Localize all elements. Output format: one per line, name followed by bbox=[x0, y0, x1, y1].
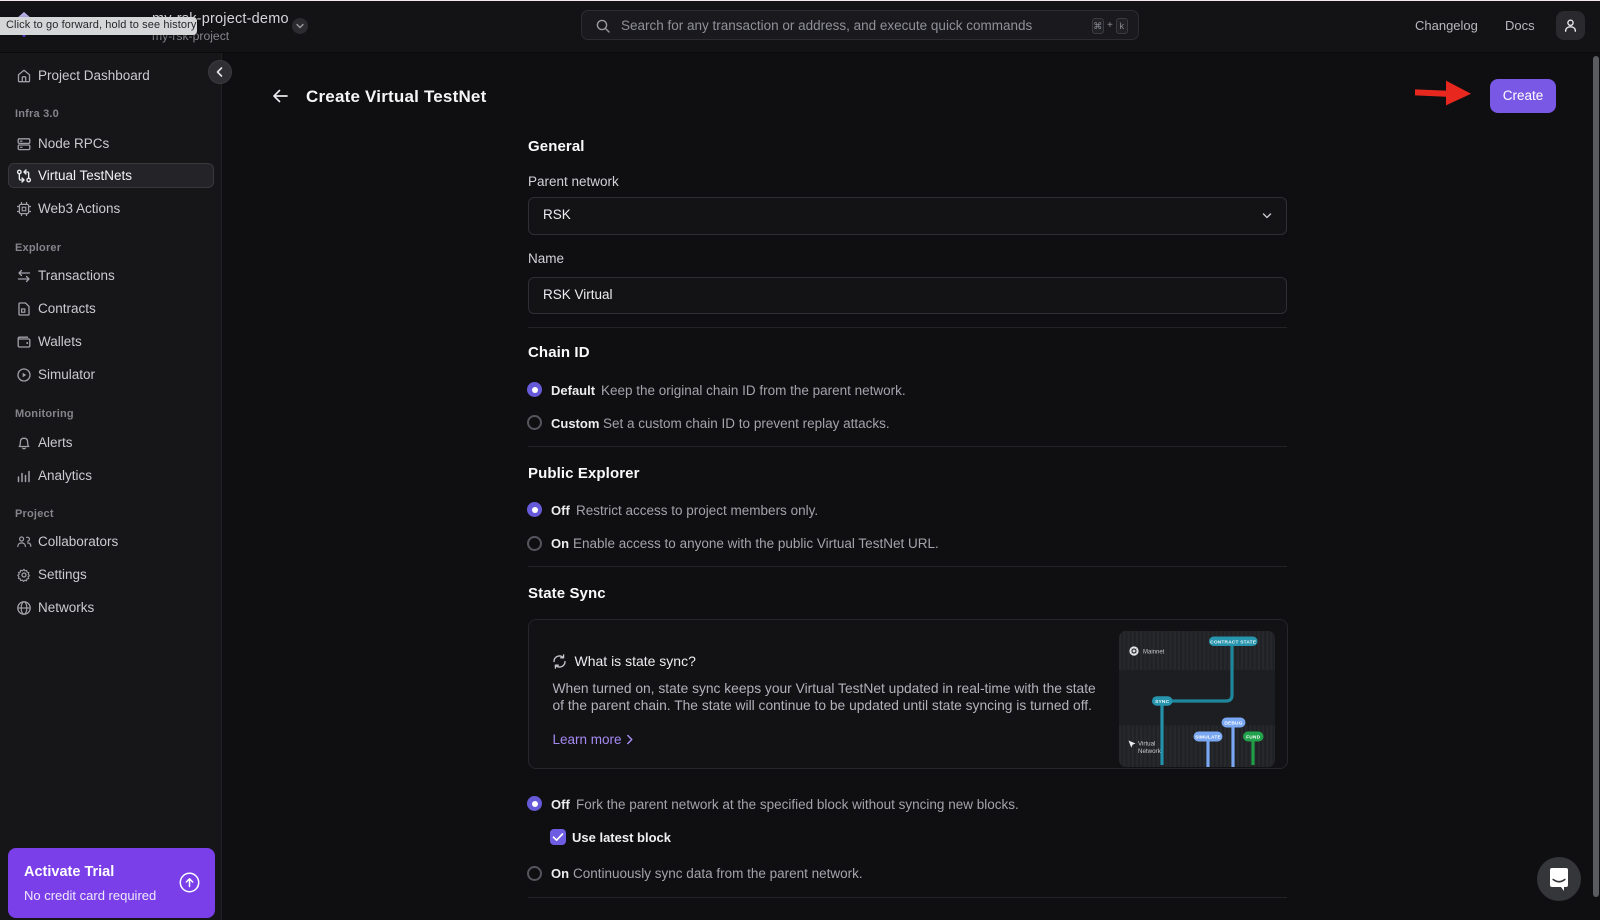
svg-text:Virtual: Virtual bbox=[1138, 741, 1155, 748]
svg-text:FUND: FUND bbox=[1246, 735, 1260, 741]
svg-text:Network: Network bbox=[1138, 748, 1162, 755]
svg-text:SIMULATE: SIMULATE bbox=[1195, 735, 1221, 741]
svg-text:SYNC: SYNC bbox=[1155, 699, 1169, 705]
svg-text:Mainnet: Mainnet bbox=[1143, 649, 1165, 655]
svg-text:DEBUG: DEBUG bbox=[1224, 721, 1242, 727]
svg-text:CONTRACT STATE: CONTRACT STATE bbox=[1210, 639, 1257, 645]
